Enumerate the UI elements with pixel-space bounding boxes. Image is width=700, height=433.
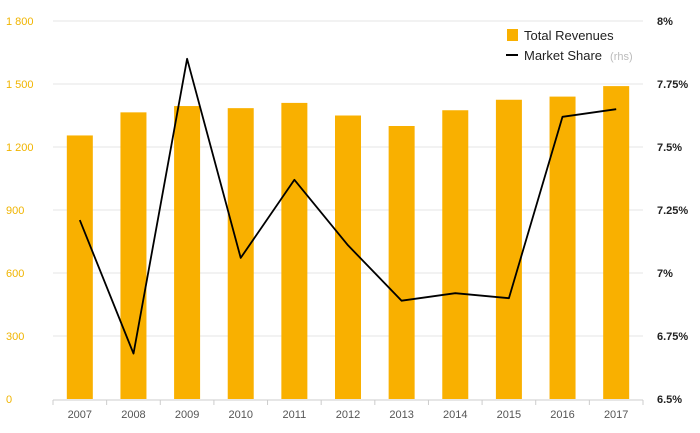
bar-series <box>66 86 630 400</box>
bar-2012 <box>335 115 361 399</box>
bar-2007 <box>66 135 93 399</box>
y2-tick-label-4: 7.5% <box>657 142 682 154</box>
y2-tick-label-0: 6.5% <box>657 394 682 406</box>
x-tick-label-2009: 2009 <box>175 409 199 421</box>
line-series <box>78 57 617 355</box>
legend-label-market-share: Market Share (rhs) <box>524 47 633 64</box>
y2-tick-label-1: 6.75% <box>657 331 688 343</box>
legend: Total Revenues Market Share (rhs) <box>506 28 633 64</box>
bar-2009 <box>174 106 201 400</box>
bar-2014 <box>442 110 469 399</box>
left-axis-ticks: 0 300 600 900 1 200 1 500 1 800 <box>6 16 34 406</box>
bar-2008 <box>120 112 147 399</box>
legend-label-total-revenues: Total Revenues <box>524 28 614 43</box>
y-tick-label-4: 1 200 <box>6 142 34 154</box>
x-tick-label-2007: 2007 <box>68 409 92 421</box>
bar-2010 <box>227 108 254 400</box>
x-tick-label-2016: 2016 <box>550 409 574 421</box>
bar-2017 <box>603 86 630 399</box>
y-tick-label-5: 1 500 <box>6 79 34 91</box>
x-tick-label-2017: 2017 <box>604 409 628 421</box>
legend-market-share-suffix: (rhs) <box>610 51 633 63</box>
y-tick-label-1: 300 <box>6 331 24 343</box>
y-tick-label-0: 0 <box>6 394 12 406</box>
x-axis-ticks: 2007 2008 2009 2010 2011 2012 2013 2014 2015 2016… <box>68 409 629 421</box>
legend-swatch-total-revenues <box>507 29 518 41</box>
x-tick-label-2012: 2012 <box>336 409 360 421</box>
x-axis <box>52 399 644 405</box>
bar-2011 <box>281 102 308 400</box>
y2-tick-label-6: 8% <box>657 16 673 28</box>
y2-tick-label-2: 7% <box>657 268 673 280</box>
right-axis-ticks: 6.5% 6.75% 7% 7.25% 7.5% 7.75% 8% <box>657 16 688 406</box>
bar-2015 <box>495 99 522 399</box>
y-tick-label-6: 1 800 <box>6 16 34 28</box>
x-tick-label-2008: 2008 <box>121 409 145 421</box>
y2-tick-label-3: 7.25% <box>657 205 688 217</box>
x-tick-label-2014: 2014 <box>443 409 467 421</box>
y-tick-label-3: 900 <box>6 205 24 217</box>
x-tick-label-2013: 2013 <box>389 409 413 421</box>
legend-market-share-name: Market Share <box>524 48 602 63</box>
market-share-line <box>78 57 617 355</box>
x-tick-label-2015: 2015 <box>497 409 521 421</box>
bar-2013 <box>388 126 415 399</box>
y-tick-label-2: 600 <box>6 268 24 280</box>
bar-2016 <box>549 96 576 399</box>
y2-tick-label-5: 7.75% <box>657 79 688 91</box>
x-tick-label-2010: 2010 <box>228 409 252 421</box>
x-tick-label-2011: 2011 <box>283 409 307 421</box>
